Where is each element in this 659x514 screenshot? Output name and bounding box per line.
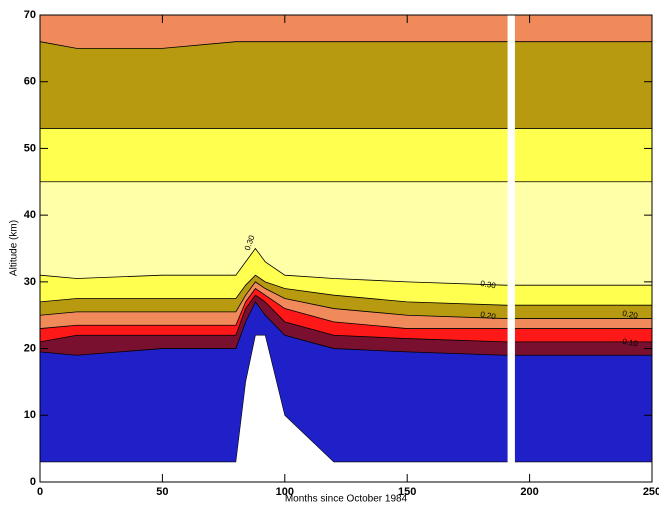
x-tick-label: 250 — [643, 486, 659, 498]
contour-line — [39, 294, 652, 343]
y-tick-label: 50 — [24, 142, 36, 154]
contour-band — [40, 181, 652, 286]
contour-label: 0.10 — [622, 337, 639, 349]
contour-line — [39, 301, 652, 356]
x-tick-label: 0 — [37, 486, 43, 498]
data-gap — [507, 15, 515, 482]
contour-band — [40, 301, 652, 462]
x-tick-label: 100 — [276, 486, 294, 498]
contour-line — [39, 274, 652, 306]
contour-label: 0.20 — [480, 310, 497, 322]
contour-label: 0.30 — [480, 279, 497, 291]
contour-label: 0.20 — [622, 309, 639, 321]
contour-line — [39, 41, 652, 49]
contour-band — [40, 281, 652, 329]
contour-line — [39, 287, 652, 329]
x-tick-label: 200 — [520, 486, 538, 498]
x-axis-label: Months since October 1984 — [285, 494, 408, 505]
y-axis-label: Altitude (km) — [9, 220, 20, 276]
plot-frame — [39, 14, 653, 483]
contour-band — [40, 248, 652, 306]
y-tick-label: 60 — [24, 76, 36, 88]
floor-line — [40, 334, 652, 463]
y-tick-label: 20 — [24, 342, 36, 354]
x-tick-label: 150 — [398, 486, 416, 498]
contour-band — [40, 275, 652, 319]
x-tick-label: 50 — [156, 486, 168, 498]
contour-band — [40, 295, 652, 356]
y-tick-label: 0 — [30, 476, 36, 488]
contour-band — [40, 128, 652, 182]
contour-band — [40, 41, 652, 129]
y-tick-label: 10 — [24, 409, 36, 421]
contour-line — [39, 247, 652, 286]
y-tick-label: 70 — [24, 9, 36, 21]
contour-line — [39, 281, 652, 319]
y-tick-label: 40 — [24, 209, 36, 221]
contour-band — [40, 15, 652, 49]
y-tick-label: 30 — [24, 276, 36, 288]
